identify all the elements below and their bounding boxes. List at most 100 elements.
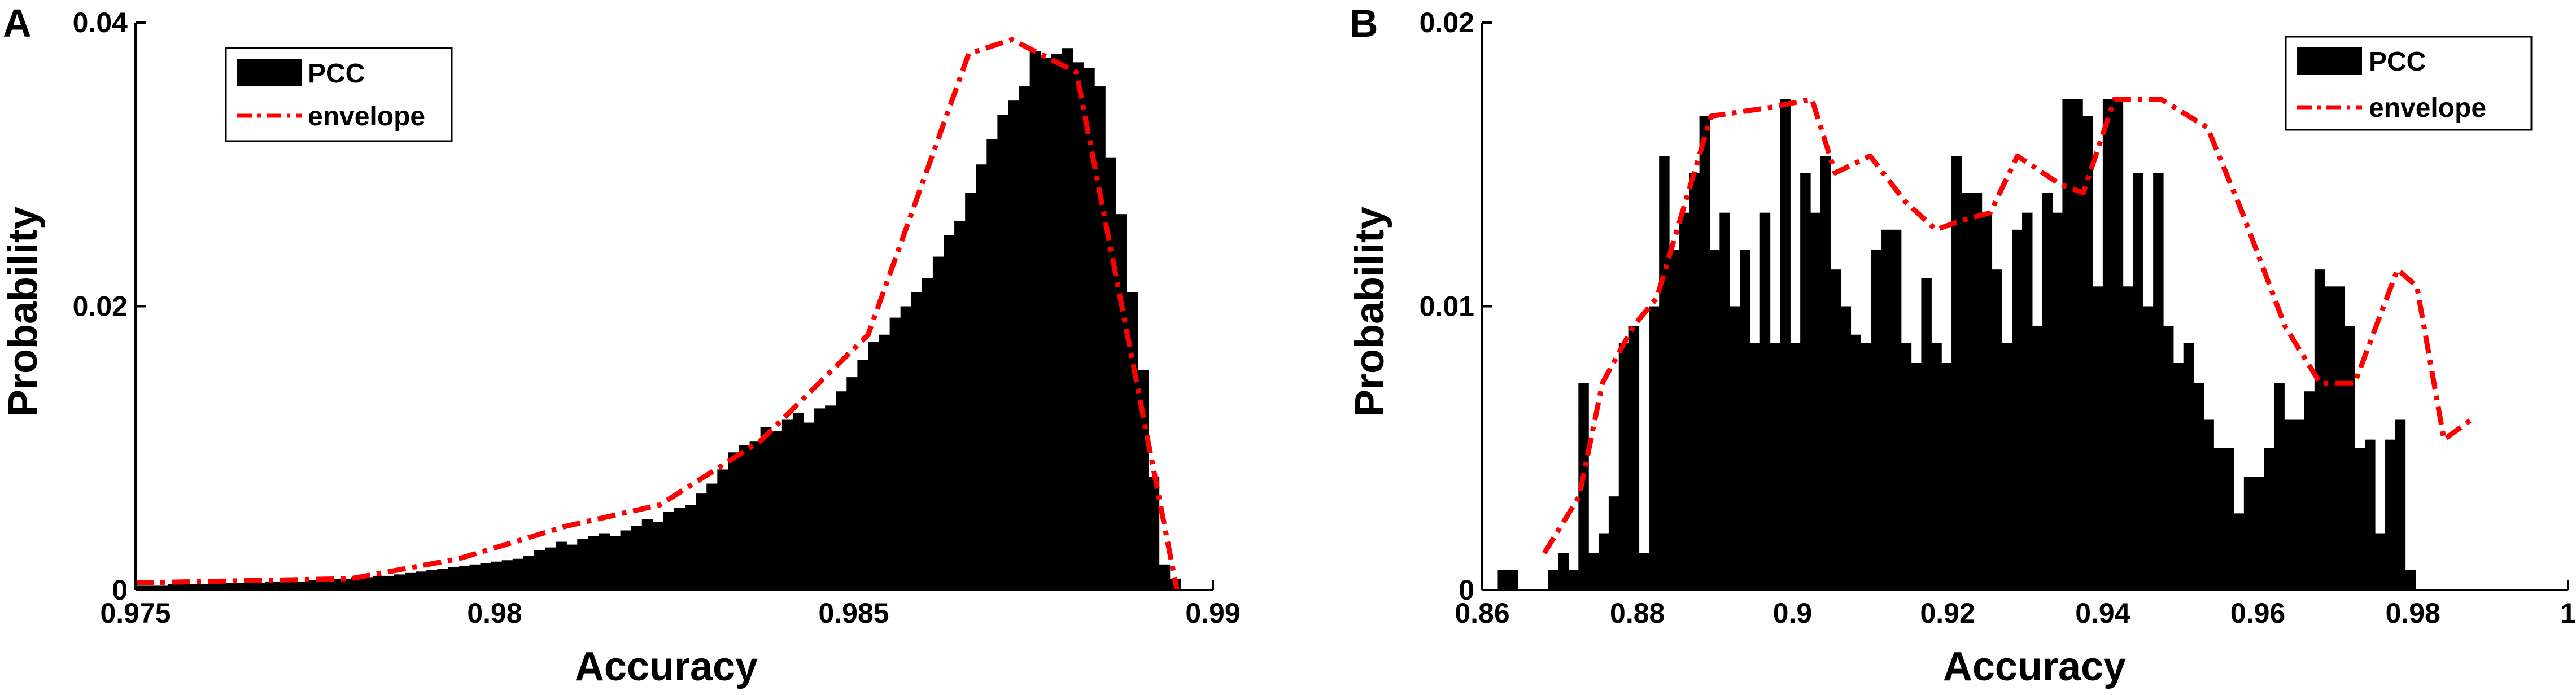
histogram-bar — [200, 584, 212, 590]
legend-entry-pcc: PCC — [308, 59, 365, 89]
histogram-bar — [1790, 343, 1801, 590]
histogram-bar — [997, 115, 1009, 590]
histogram-bar — [2243, 477, 2255, 590]
histogram-bar — [1669, 250, 1680, 590]
x-tick-label: 0.9 — [1773, 597, 1813, 629]
histogram-bar — [1709, 250, 1720, 590]
histogram-bar — [792, 412, 804, 590]
y-tick-label: 0 — [112, 574, 128, 606]
histogram-bar — [2153, 173, 2164, 591]
histogram-bar — [178, 584, 190, 590]
histogram-bar — [1072, 62, 1084, 591]
histogram-bar — [243, 583, 255, 590]
y-tick-label: 0.04 — [73, 7, 128, 38]
histogram-bar — [168, 584, 179, 590]
histogram-bar — [308, 580, 319, 590]
legend-entry-envelope: envelope — [308, 102, 425, 132]
histogram-bar — [663, 512, 675, 590]
x-ticks: 0.975 0.98 0.985 0.99 — [100, 580, 1241, 629]
histogram-bar — [1649, 306, 1660, 590]
histogram-bar — [372, 575, 384, 591]
histogram-bar — [857, 360, 869, 590]
histogram-bar — [803, 422, 815, 590]
histogram-bar — [1599, 533, 1609, 590]
x-tick-label: 0.88 — [1610, 597, 1665, 629]
histogram-bar — [1780, 99, 1791, 591]
histogram-bar — [1992, 269, 2002, 590]
histogram-bar — [879, 334, 890, 590]
histogram-bar — [1116, 214, 1127, 590]
histogram-bar — [254, 583, 265, 590]
histogram-bar — [566, 544, 578, 590]
histogram-bar — [900, 306, 912, 590]
histogram-bar — [1890, 229, 1902, 591]
histogram-bar — [534, 550, 545, 590]
histogram-bar — [781, 419, 793, 590]
histogram-bar — [1840, 306, 1852, 590]
histogram-bar — [2133, 173, 2143, 591]
y-axis-label: Probability — [1, 207, 46, 417]
histogram-bar — [2012, 229, 2023, 591]
histogram-bar — [2274, 383, 2285, 590]
bars — [1497, 99, 2416, 591]
histogram-bar — [911, 292, 923, 591]
histogram-bar — [2324, 286, 2335, 591]
histogram-bar — [1759, 212, 1771, 590]
histogram-bar — [1871, 250, 1881, 590]
x-tick-label: 0.86 — [1455, 597, 1509, 629]
histogram-bar — [1861, 343, 1871, 590]
histogram-bar — [1659, 156, 1670, 590]
panel-a: A 0.975 0.98 0.985 0.99 00.020.04 Accuracy … — [1, 1, 1241, 689]
histogram-bar — [264, 581, 276, 590]
x-tick-label: 0.92 — [1920, 597, 1975, 629]
histogram-bar — [2284, 419, 2295, 590]
histogram-bar — [1740, 250, 1750, 590]
panel-label: B — [1350, 1, 1378, 45]
histogram-bar — [383, 575, 395, 591]
histogram-bar — [2123, 286, 2134, 591]
y-ticks: 0 0.01 0.02 — [1420, 7, 1492, 606]
histogram-bar — [1508, 570, 1518, 590]
histogram-bar — [211, 583, 222, 590]
histogram-bar — [2294, 419, 2305, 590]
histogram-bar — [2374, 533, 2386, 590]
histogram-bar — [2355, 448, 2365, 590]
histogram-bar — [297, 581, 308, 590]
histogram-bar — [685, 505, 696, 590]
y-tick-label: 0.02 — [1420, 7, 1474, 38]
histogram-bar — [1029, 51, 1041, 590]
histogram-bar — [2264, 448, 2275, 590]
histogram-bar — [405, 572, 416, 590]
histogram-bar — [965, 193, 976, 590]
histogram-bar — [2102, 99, 2114, 591]
legend-entry-pcc: PCC — [2369, 47, 2426, 77]
histogram-bar — [2183, 343, 2194, 590]
histogram-bar — [157, 585, 168, 590]
histogram-bar — [512, 558, 524, 590]
histogram-bar — [599, 533, 610, 590]
histogram-bar — [1730, 306, 1740, 590]
histogram-bar — [1548, 570, 1559, 590]
histogram-bar — [437, 569, 448, 590]
histogram-bar — [1679, 212, 1690, 590]
panel-label: A — [3, 1, 32, 45]
histogram-bar — [459, 566, 470, 590]
histogram-bar — [2254, 477, 2265, 590]
histogram-bar — [976, 164, 987, 590]
histogram-bar — [922, 278, 933, 590]
histogram-bar — [2224, 448, 2234, 590]
histogram-bar — [1810, 212, 1821, 590]
histogram-bar — [1008, 100, 1020, 590]
histogram-bar — [221, 583, 233, 590]
histogram-bar — [1921, 278, 1932, 590]
histogram-bar — [146, 585, 158, 590]
histogram-bar — [361, 577, 373, 590]
histogram-bar — [1148, 477, 1160, 590]
histogram-bar — [276, 581, 287, 590]
histogram-bar — [416, 571, 427, 590]
y-tick-label: 0 — [1459, 574, 1474, 606]
histogram-bar — [1689, 173, 1700, 591]
histogram-bar — [1749, 343, 1761, 590]
histogram-bar — [448, 567, 459, 590]
